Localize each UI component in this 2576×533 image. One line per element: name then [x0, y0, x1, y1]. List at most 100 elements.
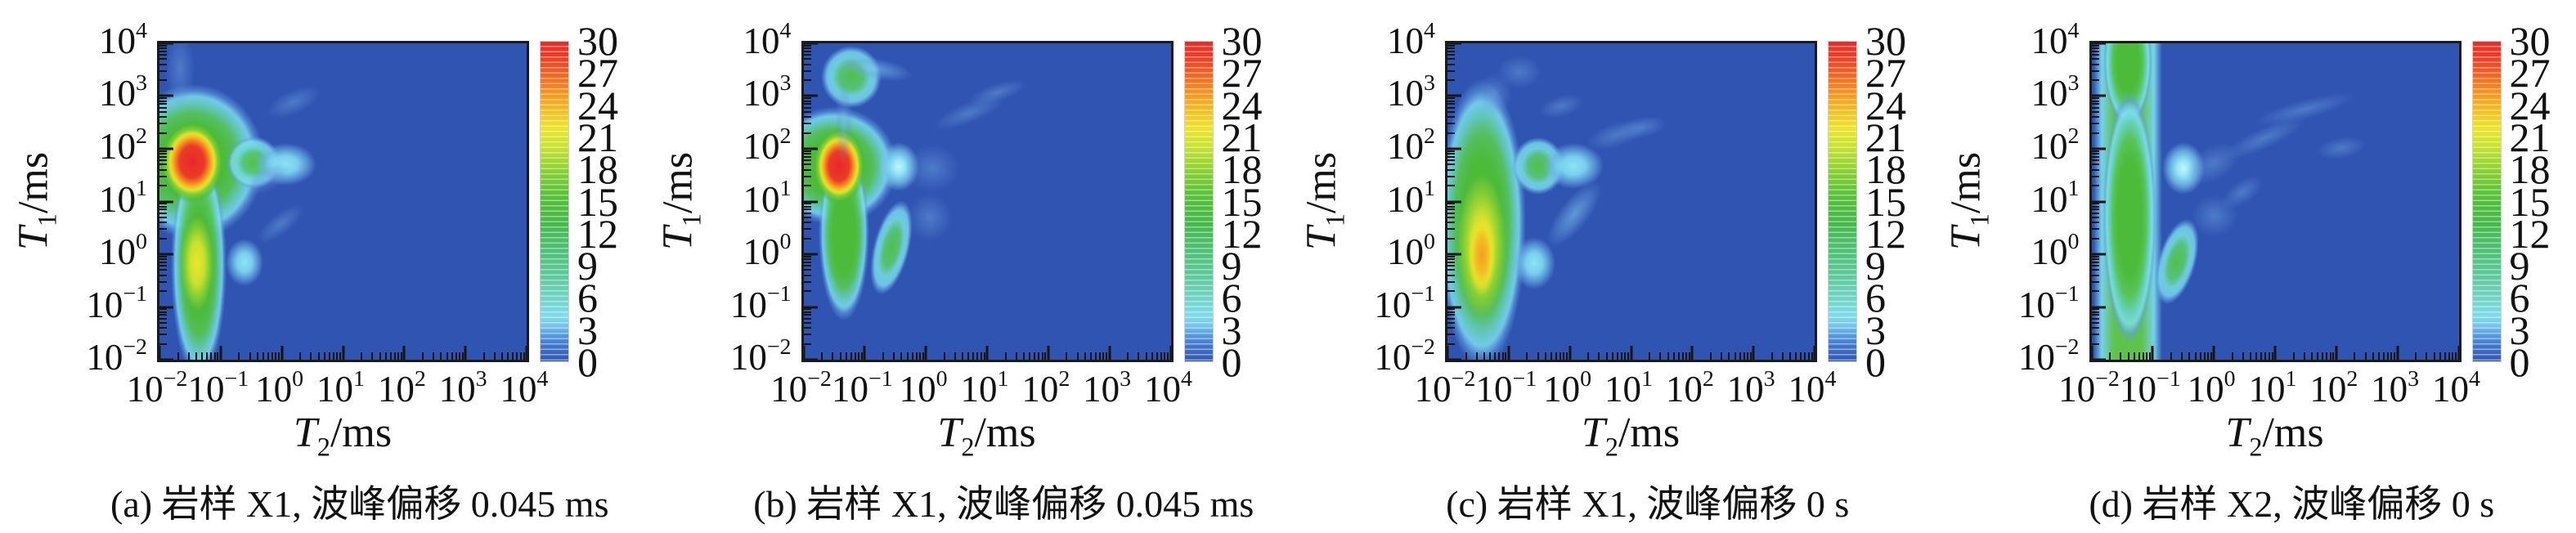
- panel-caption: (a) 岩样 X1, 波峰偏移 0.045 ms: [110, 483, 609, 525]
- colorbar-tick-label: 18: [2509, 146, 2551, 193]
- colorbar-tick-label: 0: [577, 339, 598, 385]
- colorbar-tick-label: 21: [1865, 114, 1906, 160]
- x-tick-label: 101: [2249, 365, 2297, 410]
- tick-base: 10: [2031, 231, 2068, 272]
- tick-base: 10: [438, 369, 476, 410]
- density-blob: [159, 120, 225, 204]
- density-blob: [811, 127, 866, 205]
- tick-base: 10: [2309, 369, 2347, 410]
- x-axis-label: T2/ms: [294, 409, 392, 462]
- colorbar-tick-labels: 30 27 24 21 18 15 12 9 6 3 0: [577, 18, 643, 385]
- x-tick-labels: 10−2 10−1 100 101 102 103 104: [127, 365, 549, 410]
- density-field: [159, 43, 527, 360]
- tick-exponent: 0: [292, 365, 304, 392]
- colorbar-tick-label: 24: [577, 82, 618, 128]
- colorbar-tick-label: 15: [577, 178, 618, 225]
- tick-exponent: 1: [997, 365, 1009, 392]
- tick-base: 10: [2058, 369, 2096, 410]
- colorbar-tick-label: 9: [577, 243, 598, 289]
- tick-exponent: 4: [1181, 365, 1192, 392]
- x-tick-label: 101: [960, 365, 1009, 410]
- density-blob: [1468, 214, 1497, 297]
- x-tick-label: 100: [1543, 366, 1591, 410]
- y-tick-labels: 104 103 102 101 100 10−1 10−2: [1288, 18, 1435, 378]
- colorbar-tick-label: 27: [1865, 50, 1906, 96]
- density-blob: [2161, 141, 2205, 195]
- x-tick-label: 104: [1144, 365, 1192, 410]
- density-blob: [904, 144, 959, 192]
- tick-base: 10: [99, 73, 137, 114]
- tick-base: 10: [960, 369, 998, 410]
- panel-caption: (b) 岩样 X1, 波峰偏移 0.045 ms: [753, 483, 1254, 525]
- x-axis-subscript: 2: [2249, 432, 2263, 462]
- density-blob: [1478, 72, 1513, 115]
- x-tick-label: 101: [316, 366, 365, 410]
- colorbar-tick-label: 27: [1221, 50, 1263, 96]
- tick-exponent: 4: [2067, 17, 2080, 43]
- tick-exponent: 4: [1824, 365, 1837, 392]
- density-blob: [834, 81, 853, 163]
- y-tick-label: 101: [2031, 176, 2080, 221]
- colorbar-tick-label: 30: [1865, 18, 1906, 64]
- tick-base: 10: [99, 20, 137, 61]
- colorbar-tick-label: 30: [577, 18, 618, 64]
- tick-base: 10: [1387, 20, 1425, 61]
- y-tick-label: 104: [1387, 18, 1435, 62]
- tick-exponent: 0: [136, 228, 147, 254]
- tick-exponent: 0: [1424, 228, 1435, 254]
- tick-exponent: 2: [2067, 123, 2080, 149]
- t1t2-map-panel: T1/ms 104 103 102 101 100 10−1 10−2 10−2 10−1 10…: [0, 0, 644, 533]
- colorbar-tick-label: 15: [2509, 178, 2551, 225]
- tick-exponent: 3: [779, 70, 792, 96]
- x-tick-label: 10−2: [770, 366, 832, 410]
- tick-exponent: 3: [2067, 70, 2080, 96]
- y-tick-label: 103: [743, 70, 792, 114]
- tick-base: 10: [743, 231, 780, 272]
- x-tick-label: 10−2: [2058, 366, 2120, 410]
- tick-exponent: 4: [136, 17, 147, 43]
- tick-exponent: 2: [1058, 365, 1070, 392]
- x-axis-unit: /ms: [2262, 410, 2324, 456]
- tick-exponent: 2: [414, 365, 426, 392]
- x-axis-subscript: 2: [1604, 432, 1618, 462]
- x-tick-label: 10−1: [1475, 366, 1537, 410]
- density-blob: [1614, 111, 1669, 143]
- tick-base: 10: [1021, 369, 1059, 410]
- tick-exponent: 1: [1424, 176, 1435, 202]
- colorbar-tick-label: 30: [1221, 18, 1263, 64]
- tick-base: 10: [1543, 369, 1581, 410]
- colorbar-tick-label: 0: [1865, 339, 1886, 385]
- x-axis-subscript: 2: [961, 432, 975, 462]
- tick-base: 10: [1387, 125, 1425, 167]
- density-blob: [2315, 132, 2367, 163]
- colorbar-tick-label: 21: [577, 114, 618, 160]
- colorbar-tick-label: 3: [1221, 307, 1242, 353]
- tick-exponent: 0: [2224, 365, 2236, 392]
- tick-exponent: 4: [536, 365, 549, 392]
- density-blob: [1512, 236, 1555, 289]
- tick-base: 10: [729, 284, 767, 325]
- tick-exponent: 1: [779, 176, 792, 202]
- colorbar-tick-label: 3: [1865, 307, 1886, 353]
- x-axis-symbol: T: [1581, 410, 1605, 456]
- density-blob: [2102, 90, 2156, 344]
- y-tick-label: 101: [99, 176, 147, 221]
- colorbar-tick-label: 0: [1221, 339, 1242, 385]
- y-tick-label: 103: [2031, 70, 2080, 114]
- colorbar-tick-label: 15: [1865, 178, 1906, 225]
- t1t2-map-panel: T1/ms 104 103 102 101 100 10−1 10−2 10−2 10−1 10…: [1288, 0, 1932, 533]
- density-blob: [1497, 55, 1542, 88]
- tick-base: 10: [1387, 178, 1425, 220]
- density-field: [2092, 43, 2459, 360]
- tick-exponent: 1: [2285, 365, 2297, 392]
- y-tick-label: 10−2: [730, 334, 792, 378]
- tick-exponent: −1: [2054, 281, 2080, 307]
- density-blob: [908, 193, 953, 241]
- tick-exponent: 2: [136, 123, 147, 149]
- plot-area: [157, 41, 529, 362]
- tick-base: 10: [1665, 369, 1703, 410]
- tick-exponent: −1: [2156, 365, 2181, 392]
- tick-exponent: −1: [123, 281, 147, 307]
- tick-base: 10: [743, 125, 780, 167]
- tick-exponent: 0: [2067, 228, 2080, 254]
